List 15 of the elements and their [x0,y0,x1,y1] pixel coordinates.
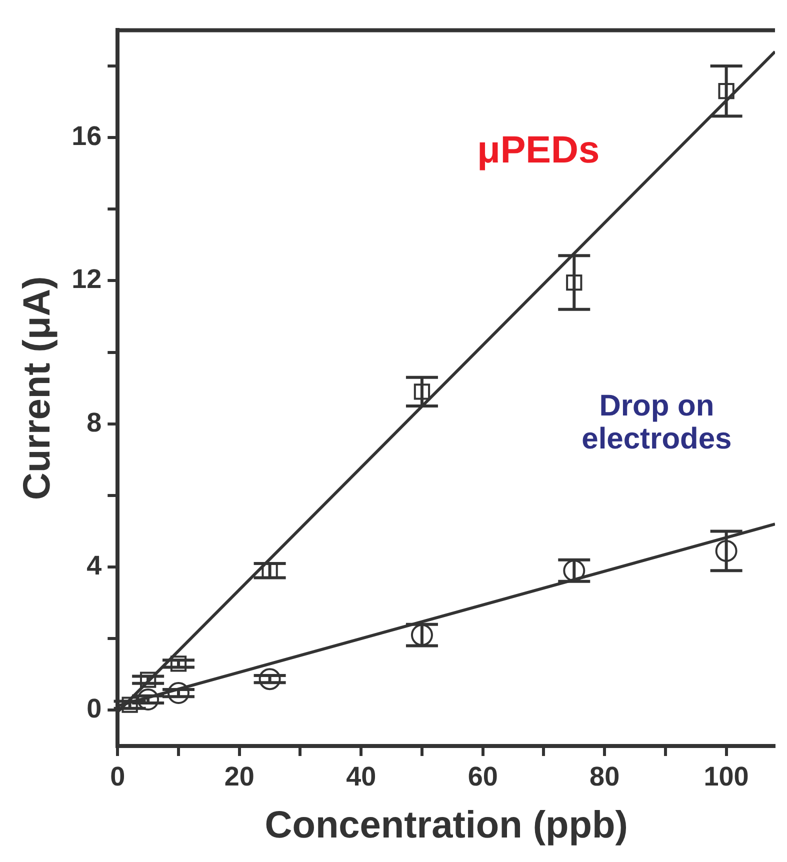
x-tick-label: 0 [110,762,126,792]
y-tick-label: 4 [86,550,102,581]
y-tick-label: 12 [72,264,102,294]
x-axis-title: Concentration (ppb) [264,804,628,847]
x-tick-label: 80 [590,762,620,792]
y-tick-label: 8 [86,407,102,438]
x-tick-label: 20 [224,762,254,792]
x-tick-label: 40 [346,762,376,792]
y-tick-label: 0 [86,694,102,724]
y-axis-title: Current (μA) [16,276,58,500]
annotation: Drop on electrodes [582,390,732,456]
y-tick-label: 16 [72,121,102,152]
annotation: μPEDs [477,129,600,172]
x-tick-label: 60 [468,762,498,792]
x-tick-label: 100 [704,762,749,792]
